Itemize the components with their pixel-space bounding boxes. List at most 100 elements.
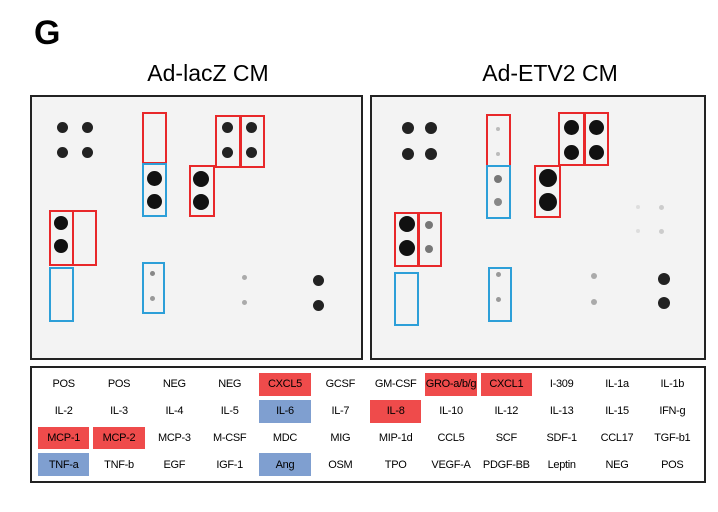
key-cell: GCSF: [325, 378, 356, 391]
key-cell: NEG: [162, 378, 186, 391]
dot: [54, 216, 68, 230]
dot: [591, 299, 597, 305]
dot: [313, 300, 324, 311]
dot: [496, 127, 500, 131]
key-cell: IL-6: [259, 399, 311, 423]
key-cell: VEGF-A: [431, 458, 471, 471]
dot: [659, 205, 664, 210]
dot: [564, 145, 579, 160]
dot: [496, 272, 501, 277]
panel-letter: G: [34, 14, 61, 52]
dot: [658, 297, 670, 309]
dot: [150, 296, 155, 301]
panel-title-etv2: Ad-ETV2 CM: [482, 60, 618, 86]
key-cell: IL-7: [331, 405, 350, 418]
highlight-box: [394, 212, 420, 267]
key-cell: IL-4: [165, 405, 184, 418]
highlight-box: [417, 212, 442, 267]
key-cell: MIG: [330, 431, 351, 444]
highlight-box: [394, 272, 419, 326]
highlight-box: [142, 112, 167, 164]
dot: [193, 194, 209, 210]
key-cell: POS: [52, 378, 75, 391]
highlight-box: [583, 112, 609, 166]
dot: [425, 221, 433, 229]
key-cell: GRO-a/b/g: [425, 373, 477, 396]
membrane-lacz: [30, 95, 363, 360]
dot: [57, 122, 68, 133]
key-cell: MCP-2: [93, 426, 145, 450]
key-cell: POS: [661, 458, 684, 471]
highlight-box: [534, 165, 561, 218]
key-cell: IL-13: [549, 405, 574, 418]
key-cell: IL-8: [369, 399, 422, 423]
key-cell: M-CSF: [212, 431, 247, 444]
dot: [659, 229, 664, 234]
dot: [402, 148, 414, 160]
key-cell: IL-1a: [605, 378, 629, 391]
dot: [399, 240, 415, 256]
key-cell: TPO: [384, 458, 407, 471]
highlight-box: [49, 210, 74, 266]
dot: [402, 122, 414, 134]
key-cell: IL-12: [494, 405, 519, 418]
panel-title-lacz: Ad-lacZ CM: [147, 60, 269, 86]
membrane-etv2: [370, 95, 706, 360]
dot: [246, 147, 257, 158]
dot: [494, 175, 502, 183]
key-cell: PDGF-BB: [482, 458, 530, 471]
key-cell: CXCL5: [259, 373, 311, 396]
highlight-box: [488, 267, 512, 322]
key-cell: IL-1b: [660, 378, 685, 391]
dot: [539, 169, 557, 187]
key-cell: TNF-a: [38, 453, 90, 476]
dot: [82, 147, 93, 158]
dot: [658, 273, 670, 285]
dot: [425, 245, 433, 253]
dot: [147, 171, 162, 186]
dot: [313, 275, 324, 286]
key-cell: I-309: [549, 378, 574, 391]
key-cell: NEG: [605, 458, 629, 471]
cytokine-key: POS POS NEG NEG CXCL5 GCSF GM-CSF GRO-a/b/g CXCL…: [30, 366, 706, 483]
key-cell: GM-CSF: [374, 378, 417, 391]
cytokine-key-grid: POS POS NEG NEG CXCL5 GCSF GM-CSF GRO-a/b/g CXCL…: [36, 371, 700, 478]
key-cell: IL-10: [439, 405, 463, 418]
highlight-box: [558, 112, 586, 166]
dot: [425, 122, 437, 134]
dot: [636, 229, 640, 233]
dot: [82, 122, 93, 133]
key-cell: CCL17: [600, 431, 634, 444]
dot: [564, 120, 579, 135]
key-cell: MIP-1d: [378, 431, 413, 444]
key-cell: TNF-b: [104, 458, 134, 471]
key-cell: MCP-1: [38, 426, 90, 450]
dot: [425, 148, 437, 160]
highlight-box: [239, 115, 265, 168]
highlight-box: [142, 262, 165, 314]
key-cell: IGF-1: [216, 458, 243, 471]
key-cell: MCP-3: [157, 431, 191, 444]
key-cell: IL-5: [220, 405, 239, 418]
dot: [150, 271, 155, 276]
dot: [147, 194, 162, 209]
key-cell: SDF-1: [546, 431, 578, 444]
key-cell: IL-15: [605, 405, 629, 418]
highlight-box: [49, 267, 74, 322]
highlight-box: [72, 210, 97, 266]
key-cell: SCF: [495, 431, 517, 444]
highlight-box: [215, 115, 242, 168]
dot: [636, 205, 640, 209]
dot: [57, 147, 68, 158]
dot: [496, 297, 501, 302]
key-cell: NEG: [218, 378, 242, 391]
highlight-box: [486, 114, 511, 167]
highlight-box: [142, 163, 167, 217]
dot: [242, 300, 247, 305]
key-cell: MDC: [272, 431, 298, 444]
key-cell: IL-3: [110, 405, 128, 418]
highlight-box: [486, 165, 511, 219]
dot: [222, 122, 233, 133]
dot: [494, 198, 502, 206]
key-cell: CXCL1: [480, 373, 532, 396]
